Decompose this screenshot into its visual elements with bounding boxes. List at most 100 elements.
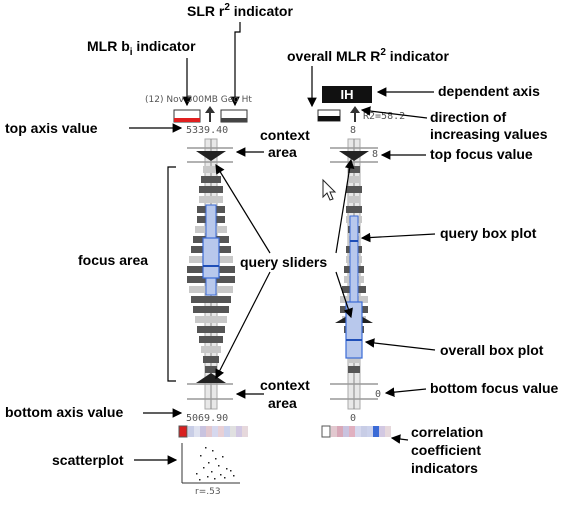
scatter-point	[196, 473, 198, 475]
label-mlr-bi: MLR bi indicator	[87, 38, 196, 58]
up-arrow-icon	[205, 106, 215, 122]
label-context-top-2: area	[268, 144, 297, 160]
correlation-cell	[200, 426, 206, 437]
histogram-block	[346, 186, 362, 193]
right-r2-value: R2=58.2	[363, 111, 405, 122]
histogram-block	[201, 176, 221, 183]
label-bottom-focus: bottom focus value	[430, 380, 559, 396]
label-focus-area: focus area	[78, 252, 148, 268]
leader-overall-box	[364, 338, 436, 351]
correlation-cell	[212, 426, 218, 437]
right-bottom-value: 0	[350, 413, 356, 424]
scatter-point	[212, 450, 214, 452]
histogram-block	[348, 176, 360, 183]
correlation-cell	[337, 426, 343, 437]
histogram-block	[199, 336, 223, 343]
scatter-point	[203, 467, 205, 469]
scatter-point	[230, 470, 232, 472]
scatter-point	[233, 475, 235, 477]
left-query-box-plot	[202, 204, 220, 296]
histogram-block	[346, 206, 362, 213]
left-axis-name: (12) Nov 500MB Geo Ht	[145, 95, 252, 105]
scatter-point	[215, 458, 217, 460]
label-slr-r2: SLR r2 indicator	[187, 2, 293, 19]
histogram-block	[199, 186, 223, 193]
correlation-cell	[224, 426, 230, 437]
label-overall-box-plot: overall box plot	[440, 342, 544, 358]
label-bottom-axis-value: bottom axis value	[5, 404, 123, 420]
correlation-cell	[236, 426, 242, 437]
leader-query-box	[360, 232, 436, 243]
correlation-cell	[206, 426, 212, 437]
label-correlation-3: indicators	[411, 460, 478, 476]
right-top-focus: 8	[372, 149, 378, 160]
up-arrow-icon	[350, 106, 360, 122]
left-bottom-query-slider[interactable]	[196, 373, 226, 383]
correlation-cell	[373, 426, 379, 437]
label-correlation-1: correlation	[411, 424, 483, 440]
label-overall-mlr: overall MLR R2 indicator	[287, 47, 449, 64]
histogram-block	[193, 306, 229, 313]
scatter-point	[207, 476, 209, 478]
leader-correlation	[390, 434, 409, 444]
label-correlation-2: coefficient	[411, 442, 481, 458]
scatterplot	[181, 443, 240, 484]
label-context-bottom-1: context	[260, 377, 310, 393]
histogram-block	[195, 316, 227, 323]
scatter-point	[211, 471, 213, 473]
right-top-query-slider[interactable]	[339, 151, 369, 161]
correlation-cell	[331, 426, 337, 437]
correlation-cell	[188, 426, 194, 437]
histogram-block	[348, 166, 360, 173]
correlation-cell	[367, 426, 373, 437]
histogram-block	[205, 366, 217, 373]
histogram-block	[348, 356, 360, 363]
scatter-point	[224, 477, 226, 479]
focus-area-bracket	[167, 166, 176, 382]
leader-query-slider-right-top	[335, 158, 355, 254]
label-context-top-1: context	[260, 127, 310, 143]
leader-bottom-focus	[384, 387, 427, 397]
leader-slr	[230, 22, 241, 107]
label-scatterplot: scatterplot	[52, 452, 124, 468]
label-context-bottom-2: area	[268, 395, 297, 411]
label-dependent-axis: dependent axis	[438, 83, 540, 99]
scatter-point	[200, 455, 202, 457]
correlation-cell	[218, 426, 224, 437]
left-top-query-slider[interactable]	[196, 151, 226, 161]
right-correlation-indicators	[321, 425, 391, 438]
leader-direction	[360, 106, 428, 119]
correlation-cell	[230, 426, 236, 437]
scatter-point	[214, 478, 216, 480]
histogram-block	[348, 196, 360, 203]
slr-r2-indicator-fill	[221, 118, 247, 122]
label-top-focus: top focus value	[430, 146, 533, 162]
scatter-point	[226, 468, 228, 470]
histogram-block	[199, 196, 223, 203]
label-query-box-plot: query box plot	[440, 225, 537, 241]
correlation-cell	[385, 426, 391, 437]
mlr-bi-indicator-fill	[174, 118, 200, 122]
label-query-sliders: query sliders	[240, 254, 327, 270]
label-direction-1: direction of	[430, 109, 507, 125]
dependent-axis-header	[322, 86, 372, 103]
scatter-point	[222, 456, 224, 458]
scatter-r-value: r=.53	[195, 487, 221, 497]
right-bottom-focus: 0	[375, 389, 381, 400]
left-correlation-indicators	[178, 425, 248, 438]
left-bottom-value: 5069.90	[186, 413, 228, 424]
correlation-cell	[349, 426, 355, 437]
scatter-point	[218, 465, 220, 467]
correlation-cell	[361, 426, 367, 437]
leader-query-slider-top	[215, 163, 271, 254]
histogram-block	[191, 296, 231, 303]
histogram-block	[197, 326, 225, 333]
overall-mlr-indicator-fill	[318, 116, 340, 121]
correlation-cell	[242, 426, 248, 437]
histogram-block	[203, 166, 219, 173]
right-axis-name: IH	[341, 87, 354, 102]
leader-query-slider-bottom	[215, 271, 271, 380]
correlation-cell	[379, 426, 385, 437]
histogram-block	[203, 356, 219, 363]
